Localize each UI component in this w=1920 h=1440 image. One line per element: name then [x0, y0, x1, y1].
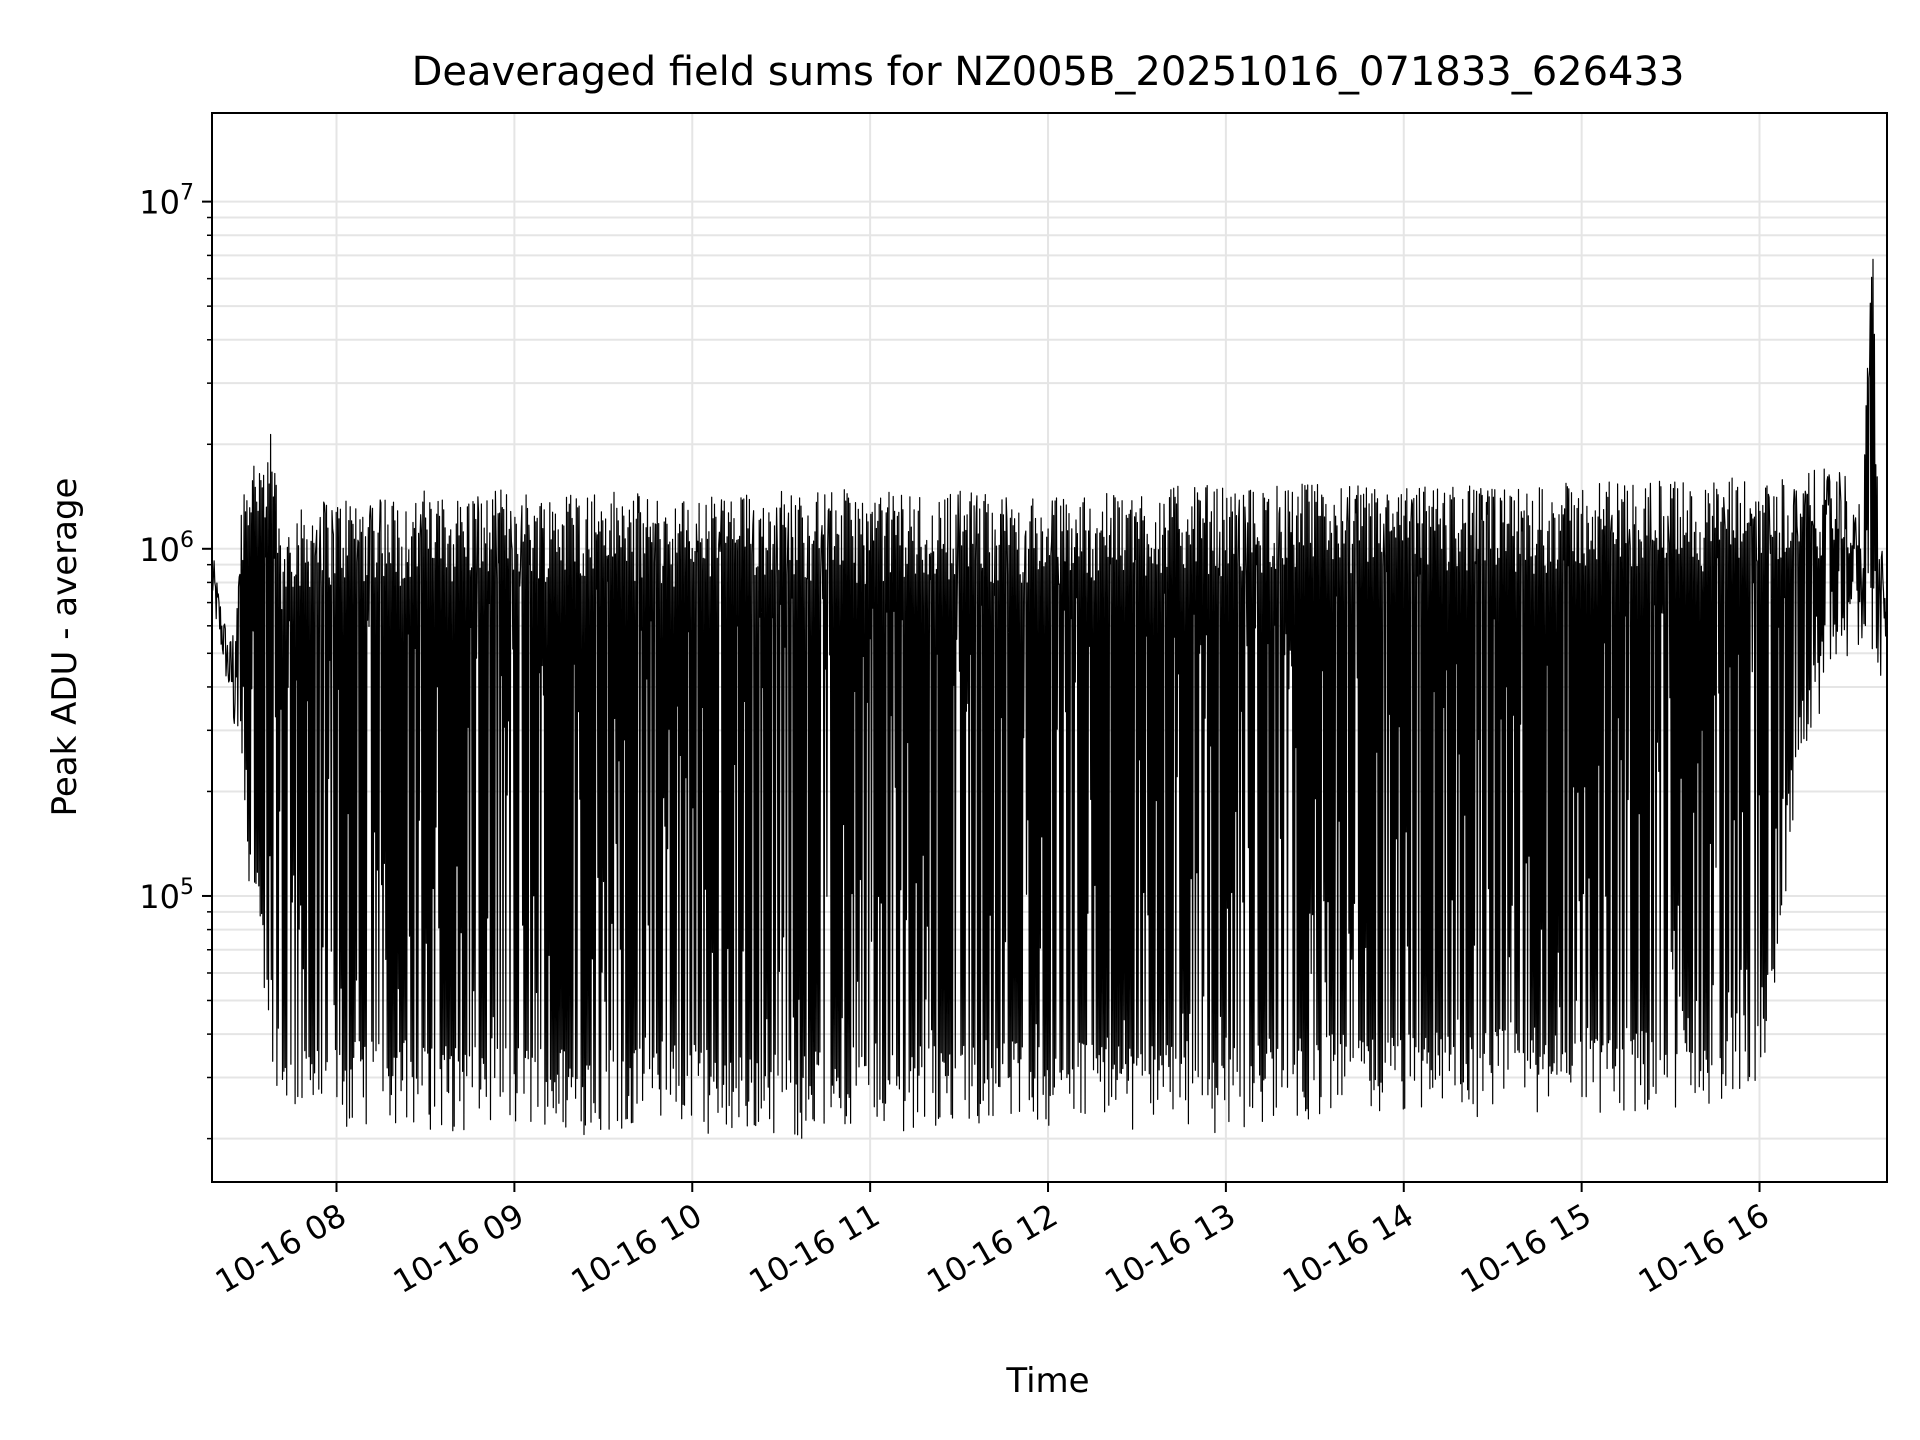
- series-line: [211, 258, 1888, 1139]
- data-series: [211, 258, 1888, 1139]
- y-axis-label: Peak ADU - average: [45, 478, 85, 817]
- chart-title: Deaveraged field sums for NZ005B_2025101…: [412, 49, 1685, 95]
- x-axis-label: Time: [1005, 1361, 1089, 1401]
- y-tick-label: 105: [139, 875, 194, 916]
- y-tick-label: 107: [139, 181, 194, 222]
- y-tick-label: 106: [139, 528, 194, 569]
- plot-frame: [211, 112, 1888, 1183]
